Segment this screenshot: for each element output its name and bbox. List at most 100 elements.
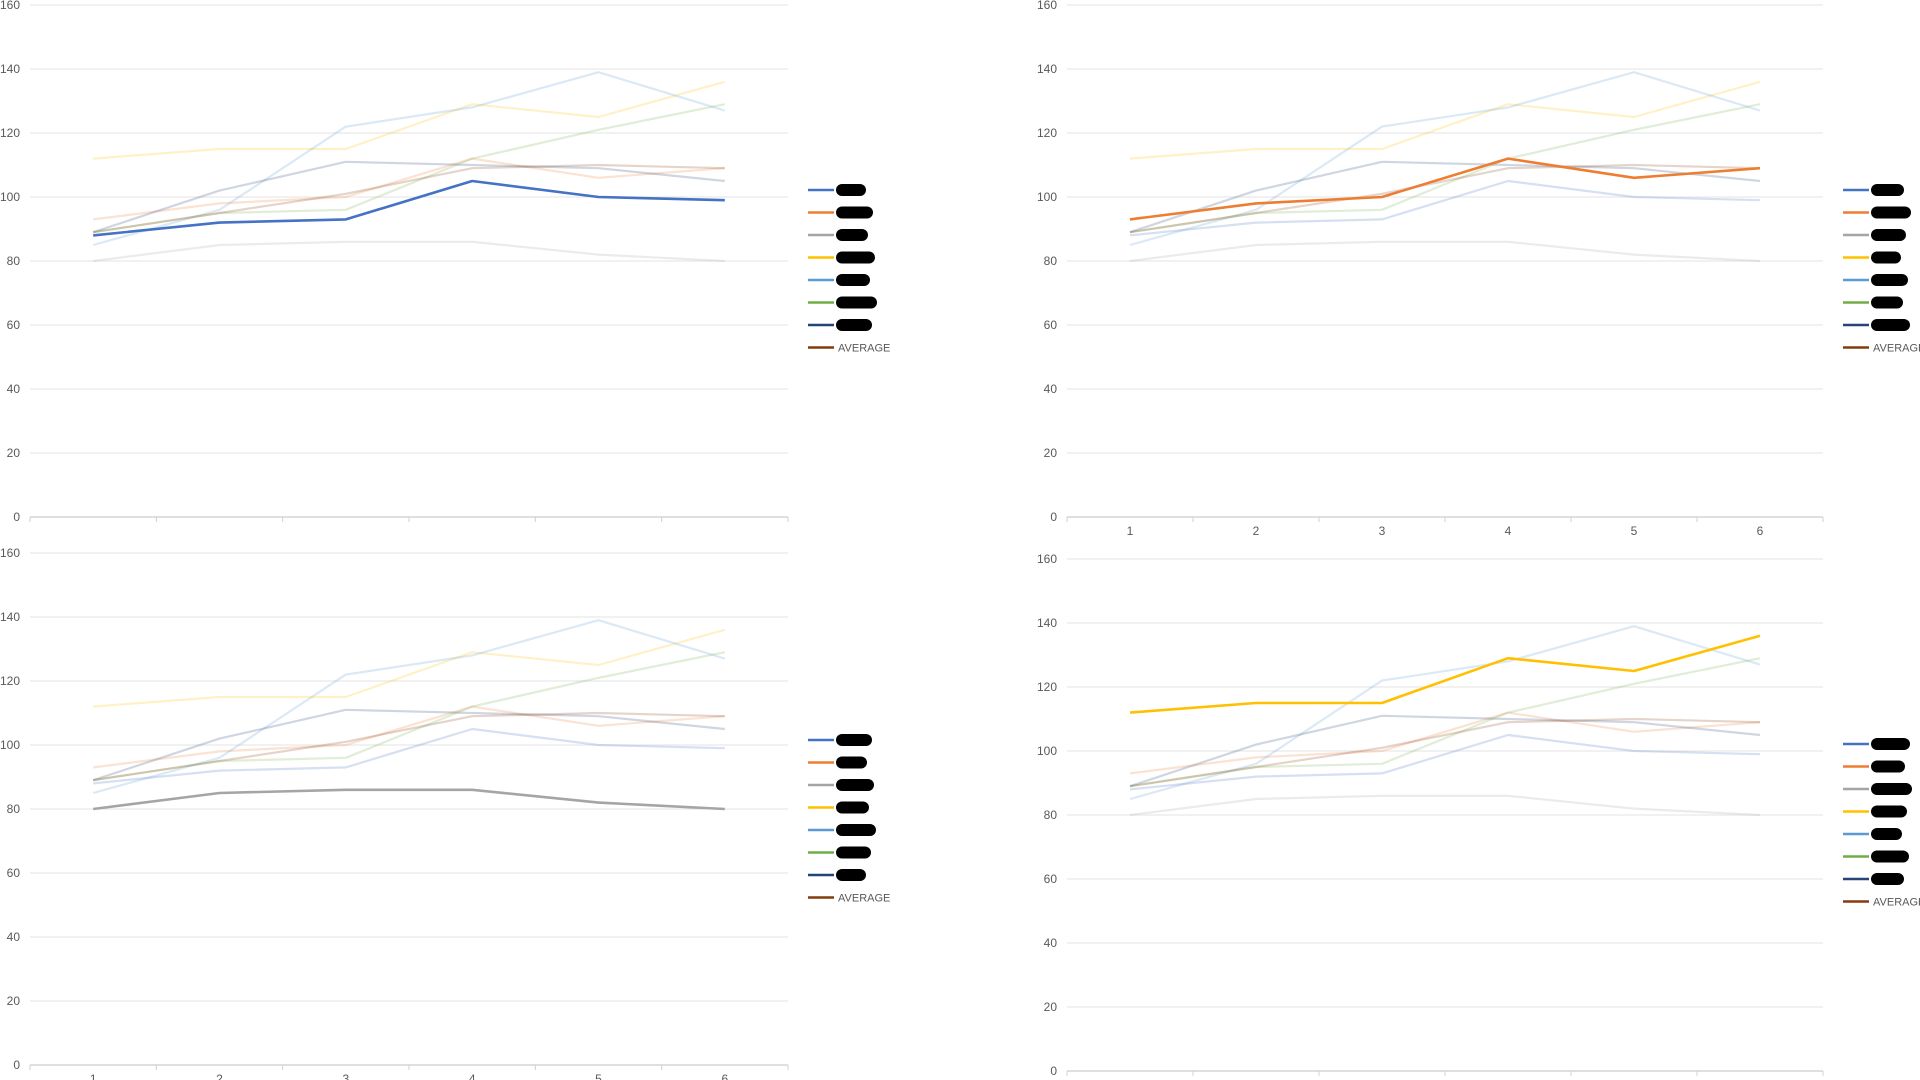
legend-redaction (1871, 738, 1910, 750)
y-tick-label: 80 (7, 802, 21, 816)
chart-panel-4: 0 20 40 60 80 100 120 140 160 AVERAGE (1037, 552, 1920, 1078)
x-tick-label: 1 (1127, 524, 1134, 538)
legend-redaction (1871, 184, 1904, 196)
series-line-8-faded (1129, 717, 1761, 788)
series-line-6-faded (93, 103, 726, 234)
y-tick-label: 0 (1050, 510, 1057, 524)
series-line-2-highlighted (1129, 157, 1761, 221)
y-tick-label: 120 (1037, 680, 1057, 694)
x-tick-label: 6 (1757, 524, 1764, 538)
y-tick-label: 20 (1044, 1000, 1058, 1014)
legend-redaction (836, 824, 876, 836)
x-tick-label: 4 (1505, 524, 1512, 538)
y-tick-label: 100 (0, 190, 20, 204)
chart-panel-3: 0 20 40 60 80 100 120 140 160 1 2 3 4 5 6 AVERAGE (0, 546, 890, 1080)
y-tick-label: 140 (1037, 616, 1057, 630)
y-tick-label: 20 (7, 994, 21, 1008)
legend-redaction (1871, 850, 1909, 863)
x-tick-label: 1 (90, 1072, 97, 1080)
series-line-6-faded (1129, 657, 1761, 788)
series-line-5-faded (1129, 625, 1761, 801)
legend-redaction (836, 734, 872, 746)
y-tick-label: 60 (1044, 872, 1058, 886)
legend-redaction (836, 206, 873, 219)
y-tick-label: 40 (7, 382, 21, 396)
chart-panel-2: 0 20 40 60 80 100 120 140 160 1 2 3 4 5 6 AVERAGE (1037, 0, 1920, 538)
legend: AVERAGE (1843, 738, 1920, 909)
y-tick-label: 160 (1037, 552, 1057, 566)
series-line-1-faded (1129, 733, 1761, 791)
legend-redaction (1871, 873, 1904, 885)
series-line-1-highlighted (93, 179, 725, 237)
legend-redaction (1871, 805, 1907, 818)
y-tick-label: 0 (1050, 1064, 1057, 1078)
y-tick-label: 100 (1037, 190, 1057, 204)
series-line-3-faded (1129, 240, 1761, 263)
legend-redaction (836, 296, 877, 309)
y-tick-label: 40 (1044, 936, 1058, 950)
series-line-7-faded (92, 160, 725, 234)
legend-redaction (1871, 206, 1911, 219)
legend-redaction (1871, 319, 1910, 331)
series-line-5-faded (1129, 71, 1761, 247)
series-line-4-faded (1129, 80, 1761, 160)
y-tick-label: 80 (1044, 808, 1058, 822)
series-line-3-faded (1129, 794, 1761, 817)
x-tick-label: 5 (595, 1072, 602, 1080)
series-line-5-faded (92, 619, 726, 795)
x-tick-label: 4 (469, 1072, 476, 1080)
legend-redaction (836, 229, 868, 241)
series-line-1-faded (1129, 179, 1761, 237)
series-line-3-faded (93, 240, 725, 263)
legend-redaction (1871, 251, 1901, 264)
y-tick-label: 20 (1044, 446, 1058, 460)
y-tick-label: 140 (1037, 62, 1057, 76)
legend-redaction (836, 756, 867, 769)
legend-label-average: AVERAGE (838, 343, 890, 355)
series-line-2-faded (93, 157, 725, 221)
x-tick-label: 3 (342, 1072, 349, 1080)
legend-redaction (1871, 760, 1905, 773)
y-tick-label: 60 (1044, 318, 1058, 332)
y-tick-label: 120 (0, 674, 20, 688)
legend-label-average: AVERAGE (1873, 343, 1920, 355)
legend-redaction (1871, 229, 1906, 241)
y-tick-label: 120 (1037, 126, 1057, 140)
y-tick-label: 140 (0, 610, 20, 624)
series-line-4-highlighted (1129, 634, 1761, 714)
y-tick-label: 120 (0, 126, 20, 140)
y-tick-label: 80 (1044, 254, 1058, 268)
series-line-4-faded (93, 80, 726, 160)
legend-redaction (1871, 783, 1912, 795)
y-tick-label: 0 (13, 1058, 20, 1072)
legend: AVERAGE (808, 184, 890, 355)
y-tick-label: 20 (7, 446, 21, 460)
series-line-7-faded (92, 708, 725, 782)
series-line-3-highlighted (93, 788, 725, 811)
y-tick-label: 100 (0, 738, 20, 752)
x-tick-label: 2 (1253, 524, 1260, 538)
x-tick-label: 2 (216, 1072, 223, 1080)
legend-redaction (836, 846, 871, 859)
x-tick-label: 5 (1631, 524, 1638, 538)
series-line-1-faded (93, 727, 725, 785)
legend-redaction (836, 801, 869, 814)
legend: AVERAGE (1843, 184, 1920, 355)
series-line-8-faded (93, 163, 725, 234)
series-line-2-faded (1129, 711, 1761, 775)
series-line-7-faded (1129, 714, 1761, 788)
series-line-5-faded (92, 71, 726, 247)
legend-redaction (1871, 296, 1903, 309)
y-tick-label: 40 (1044, 382, 1058, 396)
y-tick-label: 60 (7, 318, 21, 332)
legend: AVERAGE (808, 734, 890, 905)
y-tick-label: 160 (0, 546, 20, 560)
legend-redaction (1871, 274, 1908, 286)
x-tick-label: 3 (1379, 524, 1386, 538)
x-tick-label: 6 (721, 1072, 728, 1080)
legend-redaction (836, 184, 866, 196)
series-line-7-faded (1129, 160, 1761, 234)
legend-redaction (836, 869, 866, 881)
legend-redaction (1871, 828, 1902, 840)
